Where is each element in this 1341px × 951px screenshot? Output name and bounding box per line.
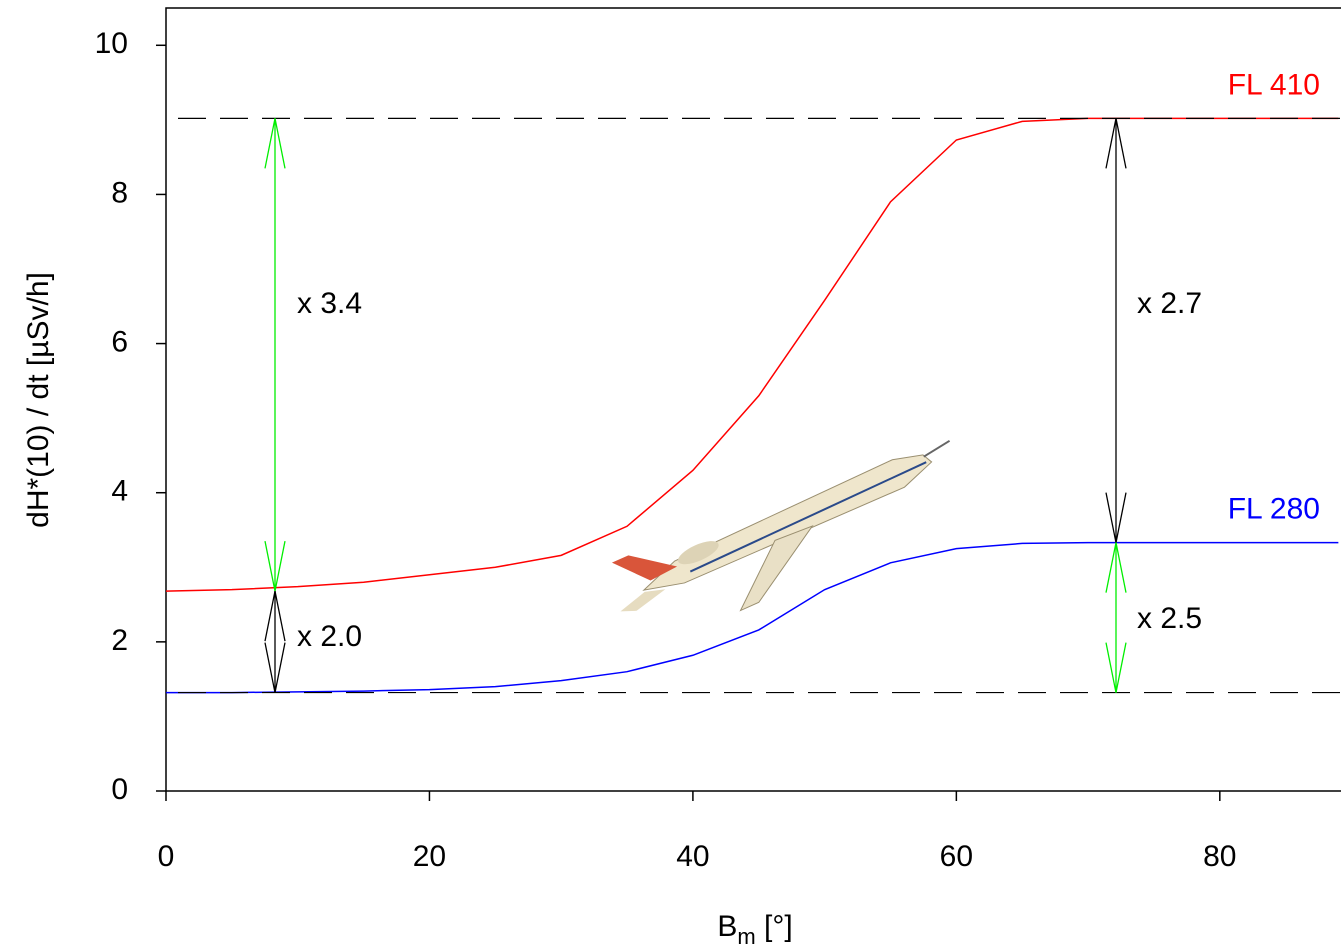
ratio-label: x 3.4 [297,287,362,320]
arrow-head [1105,542,1127,593]
y-tick-label: 2 [111,624,128,657]
x-tick-label: 60 [940,840,973,873]
ratio-arrow [264,591,286,693]
y-tick-label: 10 [95,27,128,60]
y-tick-label: 0 [111,773,128,806]
ratio-arrow [1105,542,1127,693]
arrow-head [1105,118,1127,169]
x-tick-label: 0 [158,840,175,873]
x-axis-label: Bm [°] [717,910,792,949]
x-label-sub: m [737,924,755,949]
ratio-label: x 2.5 [1137,602,1202,635]
arrow-head [264,118,286,169]
x-label-base: B [717,910,737,943]
arrow-head [1105,642,1127,693]
x-tick-label: 20 [413,840,446,873]
airplane [611,439,951,612]
series-label: FL 410 [1228,68,1320,101]
y-axis-label: dH*(10) / dt [µSv/h] [22,272,55,528]
x-label-rest: [°] [756,910,793,943]
arrow-head [264,642,286,693]
ratio-arrow [264,118,286,592]
y-tick-label: 6 [111,325,128,358]
y-tick-label: 4 [111,475,128,508]
plot-frame [165,7,1341,792]
series-label: FL 280 [1228,493,1320,526]
arrow-head [264,591,286,642]
ratio-label: x 2.0 [297,620,362,653]
x-tick-label: 80 [1203,840,1236,873]
series-line [165,117,1339,592]
ratio-arrow [1105,118,1127,543]
ratio-label: x 2.7 [1137,287,1202,320]
series-line [166,541,1339,694]
y-tick-label: 8 [111,176,128,209]
x-tick-label: 40 [676,840,709,873]
